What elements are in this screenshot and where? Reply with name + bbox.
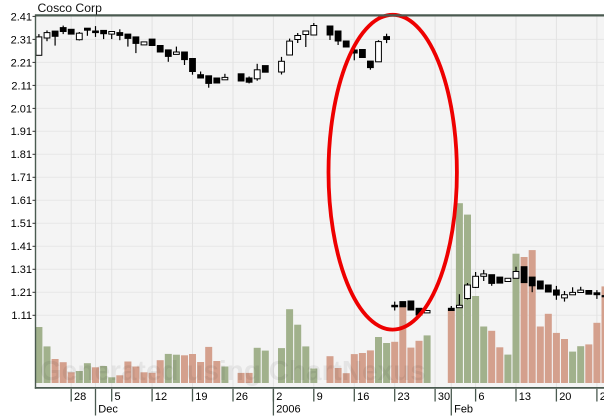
svg-text:2006: 2006: [276, 404, 300, 416]
svg-text:2.21: 2.21: [11, 57, 32, 69]
svg-text:2.41: 2.41: [11, 11, 32, 23]
svg-text:1.91: 1.91: [11, 126, 32, 138]
svg-text:1.81: 1.81: [11, 149, 32, 161]
svg-text:2.11: 2.11: [11, 80, 32, 92]
svg-text:2.01: 2.01: [11, 103, 32, 115]
svg-text:Feb: Feb: [454, 404, 473, 416]
svg-text:16: 16: [357, 391, 369, 403]
svg-text:27: 27: [600, 391, 604, 403]
svg-text:5: 5: [115, 391, 121, 403]
svg-text:Generated using ChartNexus: Generated using ChartNexus: [40, 355, 426, 386]
svg-text:1.41: 1.41: [11, 241, 32, 253]
svg-text:28: 28: [74, 391, 86, 403]
svg-text:19: 19: [195, 391, 207, 403]
svg-text:1.31: 1.31: [11, 264, 32, 276]
svg-text:20: 20: [559, 391, 571, 403]
svg-text:6: 6: [478, 391, 484, 403]
svg-text:1.61: 1.61: [11, 195, 32, 207]
svg-text:2.31: 2.31: [11, 34, 32, 46]
svg-text:12: 12: [155, 391, 167, 403]
svg-text:1.51: 1.51: [11, 218, 32, 230]
svg-text:1.71: 1.71: [11, 172, 32, 184]
svg-text:9: 9: [317, 391, 323, 403]
svg-text:23: 23: [398, 391, 410, 403]
svg-text:13: 13: [519, 391, 531, 403]
svg-text:26: 26: [236, 391, 248, 403]
svg-text:Dec: Dec: [98, 404, 118, 416]
svg-text:1.21: 1.21: [11, 287, 32, 299]
svg-text:Cosco Corp: Cosco Corp: [38, 1, 103, 15]
svg-text:2: 2: [276, 391, 282, 403]
svg-text:1.11: 1.11: [11, 310, 32, 322]
svg-text:30: 30: [438, 391, 450, 403]
